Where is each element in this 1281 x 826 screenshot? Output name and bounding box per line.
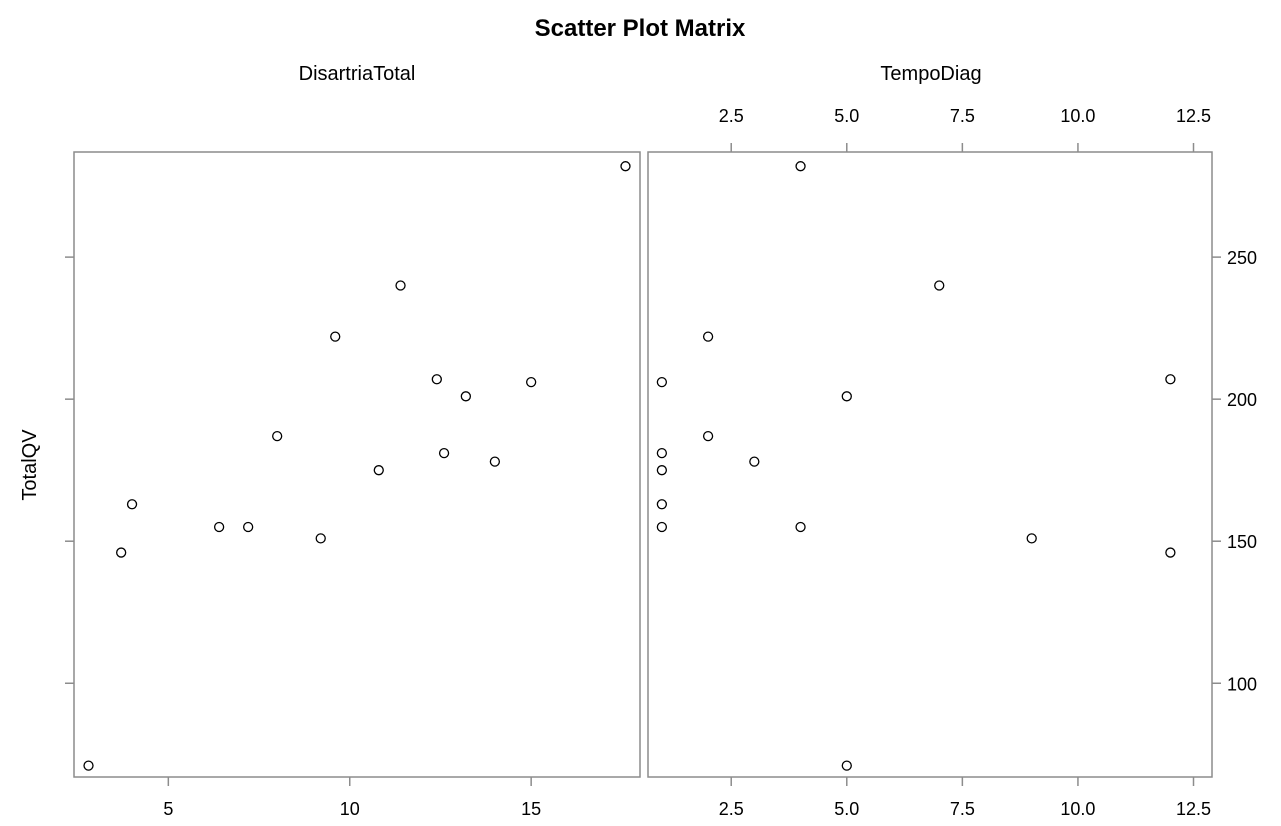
panel-2-x-tick-label-top: 5.0 bbox=[834, 106, 859, 126]
panel-1-data-point bbox=[526, 376, 537, 388]
panel-1-data-point bbox=[243, 521, 254, 533]
panel-2-data-point bbox=[656, 521, 668, 533]
panel-1-data-point bbox=[213, 521, 225, 533]
panel-2-x-tick-label-bottom: 2.5 bbox=[719, 799, 744, 819]
panel-1-frame bbox=[73, 151, 641, 778]
panel-2-data-point bbox=[1165, 374, 1176, 385]
panel-1-x-tick-label-bottom: 5 bbox=[163, 799, 173, 819]
panel-2-data-point bbox=[749, 456, 760, 467]
panel-1-data-point bbox=[83, 760, 94, 771]
panel-2-y-tick-label: 150 bbox=[1227, 532, 1257, 552]
panel-2-data-point bbox=[795, 521, 806, 533]
panel-2-y-tick-label: 250 bbox=[1227, 248, 1257, 268]
panel-1-data-point bbox=[272, 430, 283, 442]
panel-2-x-tick-label-bottom: 12.5 bbox=[1176, 799, 1211, 819]
panel-1-data-point bbox=[126, 499, 138, 510]
panel-2-x-tick-label-bottom: 7.5 bbox=[950, 799, 975, 819]
y-axis-label: TotalQV bbox=[19, 429, 41, 501]
chart-title: Scatter Plot Matrix bbox=[535, 15, 746, 42]
panel-2-data-point bbox=[934, 280, 945, 291]
panel-2-data-point bbox=[656, 465, 668, 476]
panel-1-data-point bbox=[460, 391, 471, 402]
panel-2-x-label: TempoDiag bbox=[880, 63, 981, 85]
panel-2-x-tick-label-top: 10.0 bbox=[1060, 106, 1095, 126]
panel-1-data-point bbox=[620, 161, 631, 172]
panel-1-data-point bbox=[489, 456, 501, 467]
panel-2-data-point bbox=[702, 331, 714, 342]
panel-2-frame bbox=[647, 151, 1213, 778]
panel-1-data-point bbox=[431, 374, 442, 385]
panel-1-data-point bbox=[395, 280, 406, 291]
panel-2-data-point bbox=[1026, 533, 1037, 544]
panel-1-data-point bbox=[438, 447, 450, 459]
panel-1-data-point bbox=[330, 331, 341, 342]
panel-2-y-tick-label: 100 bbox=[1227, 674, 1257, 694]
panel-2-data-point bbox=[656, 499, 668, 510]
panel-2-data-point bbox=[795, 161, 806, 172]
panel-2-x-tick-label-top: 12.5 bbox=[1176, 106, 1211, 126]
panel-2-data-point bbox=[702, 430, 714, 442]
panel-2-x-tick-label-top: 2.5 bbox=[719, 106, 744, 126]
panel-2-data-point bbox=[656, 376, 668, 388]
panel-2-data-point bbox=[841, 760, 852, 771]
panel-2-data-point bbox=[656, 447, 668, 459]
panel-1-x-tick-label-bottom: 15 bbox=[521, 799, 541, 819]
panel-1-x-tick-label-bottom: 10 bbox=[340, 799, 360, 819]
panel-1-data-point bbox=[116, 547, 127, 558]
panel-2-y-tick-label: 200 bbox=[1227, 390, 1257, 410]
panel-2-x-tick-label-bottom: 10.0 bbox=[1060, 799, 1095, 819]
panel-1-data-point bbox=[373, 465, 384, 476]
panel-2-data-point bbox=[1165, 547, 1176, 558]
panel-2-x-tick-label-top: 7.5 bbox=[950, 106, 975, 126]
panel-1-data-point bbox=[315, 533, 326, 544]
panel-2-x-tick-label-bottom: 5.0 bbox=[834, 799, 859, 819]
panel-1-x-label: DisartriaTotal bbox=[299, 63, 416, 85]
panel-2-data-point bbox=[841, 391, 852, 402]
